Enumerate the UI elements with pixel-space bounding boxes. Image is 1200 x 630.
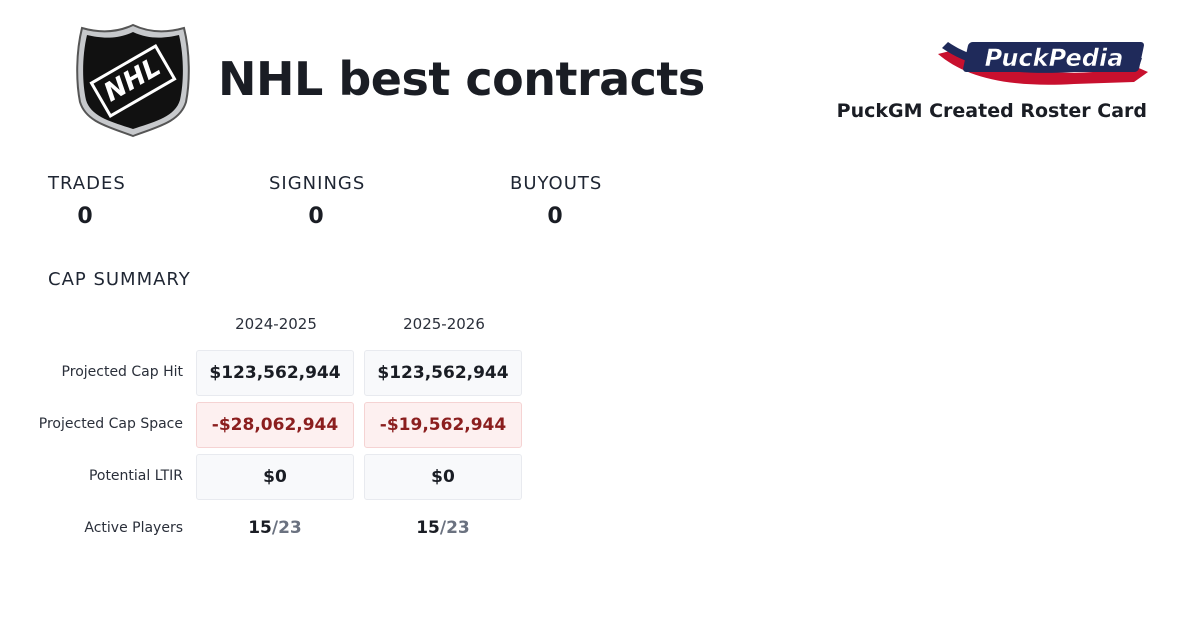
cell: $0 bbox=[196, 454, 354, 500]
cell: -$19,562,944 bbox=[364, 402, 522, 448]
row-label: Potential LTIR bbox=[88, 468, 183, 484]
brand-logo-text: PuckPedia bbox=[985, 44, 1124, 72]
cell: $123,562,944 bbox=[196, 350, 354, 396]
section-title: CAP SUMMARY bbox=[48, 269, 191, 290]
page-title: NHL best contracts bbox=[218, 52, 705, 106]
active-players: 15/23 bbox=[364, 518, 522, 538]
cell: $0 bbox=[364, 454, 522, 500]
stat-label: TRADES bbox=[48, 173, 126, 194]
count: 15 bbox=[416, 518, 440, 538]
cell: -$28,062,944 bbox=[196, 402, 354, 448]
limit: /23 bbox=[439, 518, 470, 538]
nhl-logo: NHL bbox=[76, 23, 190, 138]
stat-label: BUYOUTS bbox=[510, 173, 603, 194]
row-label: Projected Cap Hit bbox=[61, 364, 183, 380]
limit: /23 bbox=[271, 518, 302, 538]
stat-value: 0 bbox=[308, 204, 324, 229]
stat-value: 0 bbox=[77, 204, 93, 229]
column-header: 2025-2026 bbox=[403, 315, 485, 333]
stat-value: 0 bbox=[547, 204, 563, 229]
puckpedia-logo: PuckPedia bbox=[938, 42, 1148, 85]
stat-label: SIGNINGS bbox=[269, 173, 366, 194]
active-players: 15/23 bbox=[196, 518, 354, 538]
subtitle: PuckGM Created Roster Card bbox=[836, 100, 1147, 122]
column-header: 2024-2025 bbox=[235, 315, 317, 333]
row-label: Projected Cap Space bbox=[38, 416, 183, 432]
count: 15 bbox=[248, 518, 272, 538]
row-label: Active Players bbox=[84, 520, 183, 536]
cell: $123,562,944 bbox=[364, 350, 522, 396]
